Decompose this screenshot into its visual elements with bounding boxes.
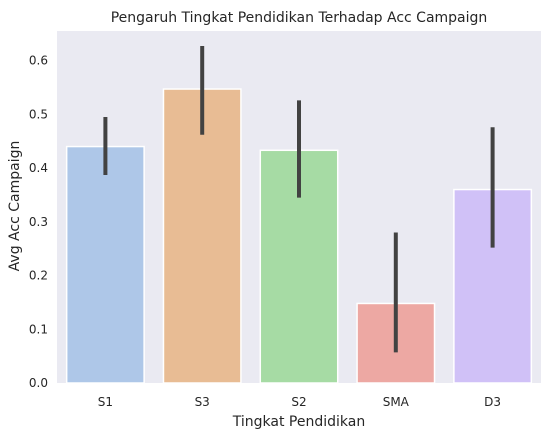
y-tick-label: 0.4 [29,161,48,175]
x-tick-label: S2 [291,395,306,409]
x-axis-ticks: S1 S3 S2 SMA D3 [98,395,501,409]
y-tick-label: 0.2 [29,269,48,283]
y-tick-label: 0.6 [29,54,48,68]
bar-s1 [65,145,145,384]
error-bars-group [103,46,495,353]
x-axis-label: Tingkat Pendidikan [232,414,365,430]
y-tick-label: 0.5 [29,107,48,121]
y-axis-ticks: 0.0 0.1 0.2 0.3 0.4 0.5 0.6 [29,54,48,390]
y-tick-label: 0.3 [29,215,48,229]
x-tick-label: D3 [484,395,501,409]
x-tick-label: S3 [195,395,210,409]
y-axis-label: Avg Acc Campaign [7,141,23,272]
chart-title: Pengaruh Tingkat Pendidikan Terhadap Acc… [111,10,488,26]
x-tick-label: S1 [98,395,113,409]
x-tick-label: SMA [383,395,410,409]
y-tick-label: 0.0 [29,376,48,390]
y-tick-label: 0.1 [29,322,48,336]
